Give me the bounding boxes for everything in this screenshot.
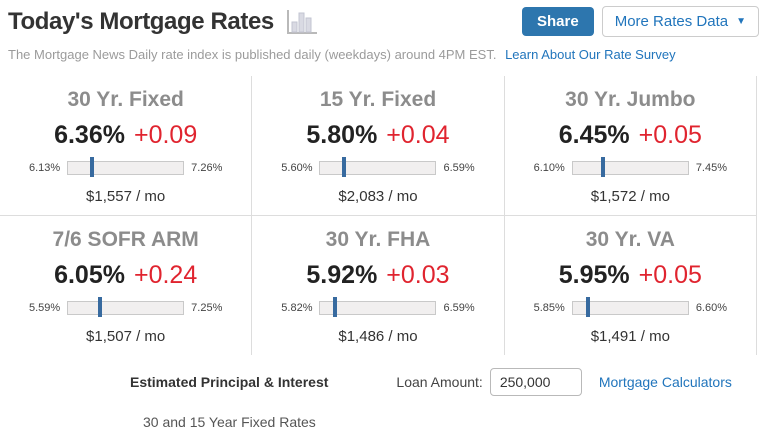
rate-line: 5.80% +0.04 xyxy=(252,121,503,150)
rate-range-slider: 5.60% 6.59% xyxy=(252,157,503,177)
rate-name: 30 Yr. FHA xyxy=(325,228,431,251)
range-marker xyxy=(333,297,338,317)
range-high-label: 7.45% xyxy=(695,162,728,174)
monthly-payment: $1,557 / mo xyxy=(86,188,166,205)
monthly-payment: $1,572 / mo xyxy=(590,188,670,205)
rate-range-slider: 5.82% 6.59% xyxy=(252,297,503,317)
monthly-payment: $2,083 / mo xyxy=(338,188,418,205)
share-button[interactable]: Share xyxy=(522,7,594,36)
rate-card[interactable]: 30 Yr. Jumbo 6.45% +0.05 6.10% 7.45% $1,5… xyxy=(504,76,757,215)
rate-value: 6.05% xyxy=(54,261,125,289)
rate-value: 5.80% xyxy=(306,121,378,149)
rate-card[interactable]: 30 Yr. VA 5.95% +0.05 5.85% 6.60% $1,491 … xyxy=(504,216,757,355)
mortgage-calculators-link[interactable]: Mortgage Calculators xyxy=(598,374,732,390)
more-rates-data-label: More Rates Data xyxy=(614,13,729,30)
range-low-label: 5.82% xyxy=(281,302,313,314)
bar-chart-icon xyxy=(286,9,318,35)
rate-range-slider: 5.85% 6.60% xyxy=(505,297,756,317)
chart-section-caption: 30 and 15 Year Fixed Rates xyxy=(143,414,316,430)
range-high-label: 7.25% xyxy=(191,302,223,314)
header: Today's Mortgage Rates Share More Rates … xyxy=(0,0,773,37)
range-low-label: 5.85% xyxy=(533,302,565,314)
rate-name: 30 Yr. VA xyxy=(585,228,675,251)
rate-card[interactable]: 7/6 SOFR ARM 6.05% +0.24 5.59% 7.25% $1,5… xyxy=(0,216,253,355)
range-high-label: 6.59% xyxy=(443,162,475,174)
page-title: Today's Mortgage Rates xyxy=(8,7,274,35)
footer-controls: Estimated Principal & Interest Loan Amou… xyxy=(130,368,773,396)
range-high-label: 6.60% xyxy=(695,302,728,314)
loan-amount-input[interactable] xyxy=(489,368,582,396)
rate-name: 15 Yr. Fixed xyxy=(319,88,437,111)
rate-line: 6.05% +0.24 xyxy=(0,261,251,290)
rate-change: +0.24 xyxy=(133,261,198,289)
range-marker xyxy=(586,297,591,317)
range-track xyxy=(319,297,437,317)
rate-name: 7/6 SOFR ARM xyxy=(52,228,199,251)
range-track xyxy=(67,157,185,177)
range-marker xyxy=(600,157,605,177)
rate-line: 5.95% +0.05 xyxy=(505,261,756,290)
range-high-label: 7.26% xyxy=(191,162,223,174)
loan-amount-label: Loan Amount: xyxy=(396,374,483,390)
monthly-payment: $1,491 / mo xyxy=(590,328,670,345)
rate-line: 6.45% +0.05 xyxy=(505,121,756,150)
rate-range-slider: 6.13% 7.26% xyxy=(0,157,251,177)
rates-grid: 30 Yr. Fixed 6.36% +0.09 6.13% 7.26% $1,5… xyxy=(0,76,757,355)
estimated-principal-interest-label: Estimated Principal & Interest xyxy=(130,374,329,390)
rate-change: +0.05 xyxy=(638,261,702,289)
rate-change: +0.05 xyxy=(638,121,702,149)
range-high-label: 6.59% xyxy=(443,302,475,314)
range-track xyxy=(571,297,689,317)
rate-value: 6.45% xyxy=(558,121,630,149)
subtitle: The Mortgage News Daily rate index is pu… xyxy=(0,37,773,62)
rate-name: 30 Yr. Jumbo xyxy=(565,88,696,111)
range-low-label: 5.59% xyxy=(28,302,61,314)
rate-change: +0.04 xyxy=(386,121,450,149)
range-low-label: 6.13% xyxy=(28,162,61,174)
rate-survey-link[interactable]: Learn About Our Rate Survey xyxy=(505,47,676,62)
subtitle-text: The Mortgage News Daily rate index is pu… xyxy=(8,47,497,62)
rate-line: 6.36% +0.09 xyxy=(0,121,251,150)
more-rates-data-button[interactable]: More Rates Data ▼ xyxy=(601,6,759,37)
range-marker xyxy=(89,157,94,177)
range-track xyxy=(67,297,185,317)
rates-row-2: 7/6 SOFR ARM 6.05% +0.24 5.59% 7.25% $1,5… xyxy=(0,216,757,355)
range-low-label: 6.10% xyxy=(533,162,565,174)
rate-change: +0.09 xyxy=(133,121,198,149)
rate-change: +0.03 xyxy=(386,261,450,289)
rate-value: 6.36% xyxy=(54,121,125,149)
range-low-label: 5.60% xyxy=(281,162,313,174)
rates-row-1: 30 Yr. Fixed 6.36% +0.09 6.13% 7.26% $1,5… xyxy=(0,76,757,216)
chevron-down-icon: ▼ xyxy=(736,15,746,27)
rate-value: 5.92% xyxy=(306,261,378,289)
range-track xyxy=(319,157,437,177)
rate-line: 5.92% +0.03 xyxy=(252,261,503,290)
monthly-payment: $1,507 / mo xyxy=(86,328,166,345)
range-track xyxy=(571,157,689,177)
rate-range-slider: 5.59% 7.25% xyxy=(0,297,251,317)
rate-range-slider: 6.10% 7.45% xyxy=(505,157,756,177)
rate-card[interactable]: 15 Yr. Fixed 5.80% +0.04 5.60% 6.59% $2,0… xyxy=(252,76,505,215)
rate-card[interactable]: 30 Yr. Fixed 6.36% +0.09 6.13% 7.26% $1,5… xyxy=(0,76,253,215)
rate-value: 5.95% xyxy=(558,261,630,289)
range-marker xyxy=(341,157,346,177)
rate-card[interactable]: 30 Yr. FHA 5.92% +0.03 5.82% 6.59% $1,486… xyxy=(252,216,505,355)
range-marker xyxy=(98,297,103,317)
rate-name: 30 Yr. Fixed xyxy=(67,88,184,111)
monthly-payment: $1,486 / mo xyxy=(338,328,418,345)
